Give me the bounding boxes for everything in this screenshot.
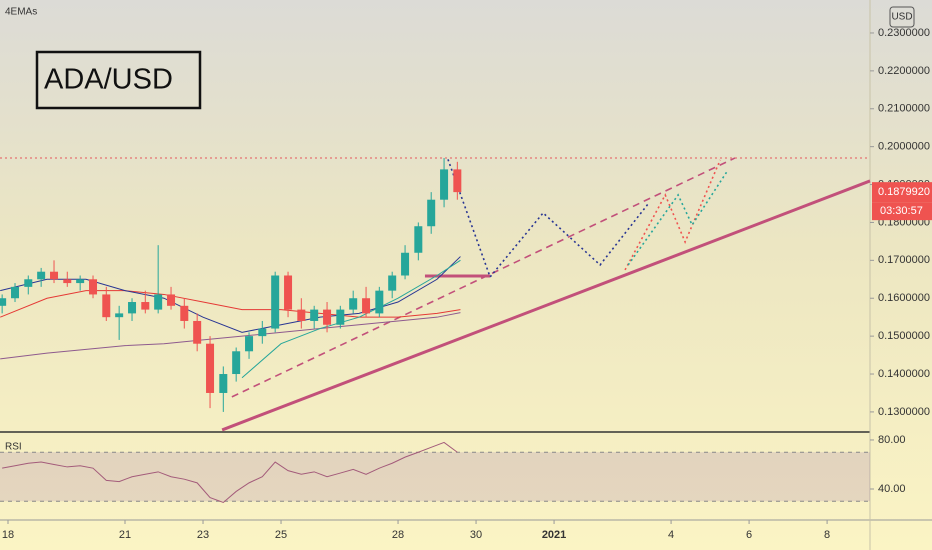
candle-body <box>128 302 137 314</box>
candle-body <box>50 271 59 280</box>
x-tick-label: 18 <box>2 529 14 541</box>
candle-body <box>453 169 462 193</box>
candle-body <box>76 279 85 284</box>
title-box <box>35 50 202 110</box>
countdown-box <box>872 202 932 221</box>
candle-body <box>206 343 215 393</box>
y-tick-label: 0.1400000 <box>878 368 930 380</box>
y-tick-label: 80.00 <box>878 434 906 446</box>
candle-body <box>232 351 241 375</box>
candle-body <box>180 305 189 321</box>
candle-body <box>375 290 384 314</box>
last-price-box <box>872 182 932 203</box>
candle-body <box>284 275 293 310</box>
y-tick-label: 0.2000000 <box>878 141 930 153</box>
countdown: 03:30:57 <box>880 205 923 217</box>
rsi-title: RSI <box>5 442 22 453</box>
candle-body <box>193 320 202 344</box>
candle-body <box>258 328 267 337</box>
x-tick-label: 6 <box>746 529 752 541</box>
ema-line <box>0 290 461 318</box>
y-tick-label: 0.1600000 <box>878 292 930 304</box>
x-tick-label: 8 <box>824 529 830 541</box>
candle-body <box>102 294 111 318</box>
y-tick-label: 0.1500000 <box>878 330 930 342</box>
rsi-line <box>2 441 458 504</box>
candle-body <box>0 298 7 306</box>
candle-body <box>115 313 124 318</box>
x-tick-label: 25 <box>275 529 287 541</box>
drawing-line <box>627 169 729 266</box>
ema-line <box>0 312 461 360</box>
candle-body <box>349 298 358 310</box>
ema-line <box>0 256 461 333</box>
last-price-label: 0.1879920 <box>878 186 930 198</box>
candle-body <box>219 374 228 393</box>
y-tick-label: 0.2100000 <box>878 103 930 115</box>
currency[interactable]: USD <box>891 12 912 23</box>
candle-body <box>414 226 423 253</box>
candle-body <box>154 294 163 310</box>
y-tick-label: 0.2300000 <box>878 27 930 39</box>
candle-body <box>141 302 150 310</box>
currency-box[interactable] <box>889 6 915 28</box>
candle-body <box>245 336 254 352</box>
ema-line <box>241 259 461 379</box>
candle-body <box>388 275 397 291</box>
candle-body <box>310 309 319 321</box>
x-tick-label: 2021 <box>542 529 566 541</box>
y-tick-label: 0.1700000 <box>878 254 930 266</box>
x-tick-label: 4 <box>668 529 674 541</box>
indicator-label: 4EMAs <box>5 7 37 18</box>
candle-body <box>297 309 306 321</box>
candle-body <box>89 279 98 295</box>
candle-body <box>11 286 20 299</box>
candle-body <box>401 252 410 276</box>
candle-body <box>427 199 436 227</box>
x-tick-label: 21 <box>119 529 131 541</box>
drawing-line <box>447 159 649 279</box>
y-tick-label: 0.2200000 <box>878 65 930 77</box>
x-tick-label: 23 <box>197 529 209 541</box>
candle-body <box>323 309 332 325</box>
chart-title: ADA/USD <box>44 64 173 96</box>
candle-body <box>362 298 371 314</box>
candle-body <box>24 279 33 287</box>
candle-body <box>37 271 46 280</box>
x-tick-label: 30 <box>470 529 482 541</box>
candle-body <box>167 294 176 306</box>
y-tick-label: 0.1300000 <box>878 406 930 418</box>
candle-body <box>336 309 345 325</box>
drawing-line <box>221 179 871 432</box>
y-tick-label: 40.00 <box>878 483 906 495</box>
candle-body <box>440 169 449 200</box>
candle-body <box>63 279 72 284</box>
x-tick-label: 28 <box>392 529 404 541</box>
candle-body <box>271 275 280 329</box>
rsi-band <box>0 452 870 502</box>
drawing-line <box>624 159 721 271</box>
